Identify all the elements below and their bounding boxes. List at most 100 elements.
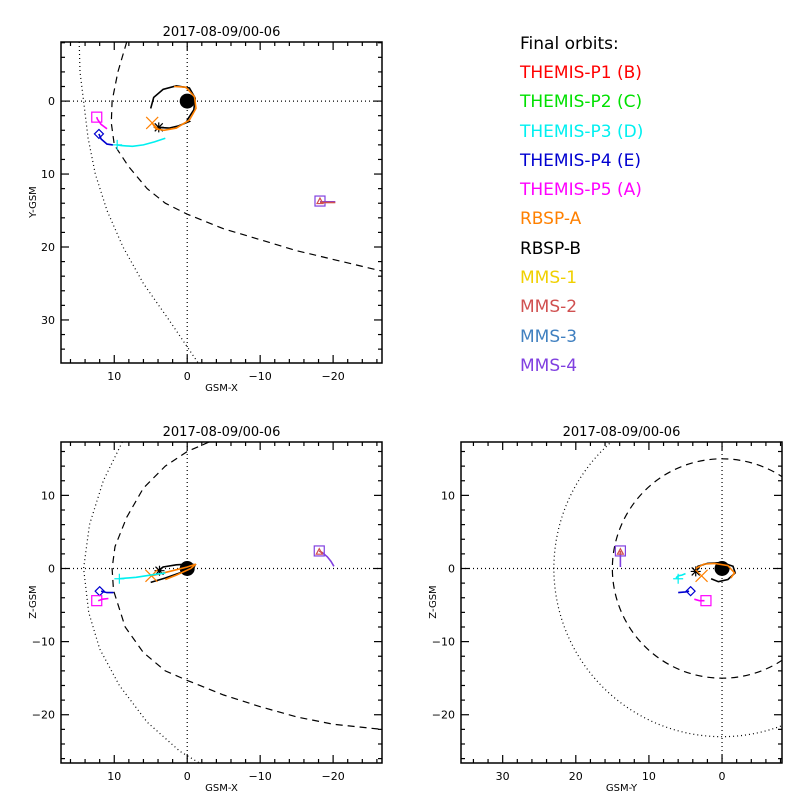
panel-title: 2017-08-09/00-06	[563, 425, 681, 440]
legend-title: Final orbits:	[520, 34, 619, 54]
legend-item: MMS-1	[520, 268, 578, 289]
x-axis-label: GSM-X	[205, 783, 238, 794]
orbit-themis-p3-d	[675, 572, 686, 579]
panel-gsm-x-z: 2017-08-09/00-06 GSM-X Z-GSM 10 0 −10 −20 10…	[28, 425, 383, 794]
marker-asterisk-rbsp-b	[690, 566, 701, 577]
marker-triangle	[315, 547, 324, 555]
x-axis-label: GSM-X	[205, 383, 238, 394]
bow-shock-curve	[82, 442, 201, 763]
marker-triangle-mms-2	[616, 547, 625, 555]
x-tick-label: −10	[249, 370, 272, 383]
marker-x-rbsp-a	[145, 116, 159, 130]
marker-x	[145, 116, 159, 130]
marker-x-rbsp-a	[145, 569, 158, 583]
marker-square	[91, 111, 103, 123]
legend-item: THEMIS-P3 (D)	[520, 121, 644, 142]
x-tick-label: 0	[184, 770, 191, 783]
marker-asterisk	[690, 566, 701, 577]
legend-item: THEMIS-P4 (E)	[520, 150, 641, 171]
magnetopause-curve	[110, 42, 382, 272]
y-axis-label: Y-GSM	[28, 186, 39, 219]
marker-square-themis-p5-a	[700, 595, 712, 607]
x-tick-label: 0	[184, 370, 191, 383]
x-axis-label: GSM-Y	[606, 783, 638, 794]
marker-square-mms-4	[313, 545, 325, 557]
marker-square-themis-p5-a	[91, 595, 103, 607]
orbit-rbsp-a	[151, 85, 197, 132]
y-tick-label: 0	[48, 95, 55, 108]
y-tick-label: 10	[41, 168, 55, 181]
x-tick-label: 20	[569, 770, 583, 783]
legend-item: THEMIS-P1 (B)	[520, 63, 642, 83]
y-tick-label: −20	[432, 709, 455, 722]
marker-square	[614, 545, 627, 557]
y-tick-label: 10	[441, 489, 455, 502]
marker-asterisk	[153, 122, 164, 133]
x-tick-label: 10	[642, 770, 656, 783]
legend: Final orbits: THEMIS-P1 (B) THEMIS-P2 (C)…	[520, 30, 643, 381]
plot-frame	[460, 441, 783, 764]
panel-gsm-x-y: 2017-08-09/00-06 GSM-X Y-GSM 10 0 −10 −20 0 1…	[28, 25, 383, 394]
marker-x	[695, 569, 708, 583]
marker-diamond	[93, 128, 105, 140]
marker-asterisk-rbsp-b	[153, 122, 164, 133]
marker-plus-themis-p3-d	[112, 139, 123, 150]
plot-frame	[60, 441, 383, 764]
panel-gsm-y-z: 2017-08-09/00-06 GSM-Y Z-GSM 30 20 10 0 10 0 −…	[428, 425, 783, 794]
x-tick-label: −20	[322, 370, 345, 383]
plot-area	[61, 442, 382, 763]
x-tick-label: 10	[107, 770, 121, 783]
legend-item: MMS-4	[520, 355, 578, 376]
legend-item: THEMIS-P5 (A)	[520, 180, 642, 201]
orbit-themis-p5-a	[97, 597, 109, 602]
x-tick-label: −20	[322, 770, 345, 783]
marker-square-themis-p5-a	[91, 111, 103, 123]
bow-shock-curve	[553, 442, 782, 738]
earth-disk	[179, 93, 195, 109]
marker-x	[145, 569, 158, 583]
plot-area	[61, 42, 382, 363]
marker-triangle-mms-2	[315, 196, 324, 205]
marker-plus	[673, 573, 684, 584]
marker-plus-themis-p3-d	[114, 573, 125, 584]
marker-square	[700, 595, 712, 607]
x-tick-label: 10	[107, 370, 121, 383]
plot-frame	[60, 41, 383, 364]
y-tick-label: 10	[41, 489, 55, 502]
orbit-rbsp-a	[695, 562, 736, 579]
y-tick-label: 30	[41, 314, 55, 327]
marker-square-mms-4	[314, 195, 326, 207]
marker-plus-themis-p3-d	[673, 573, 684, 584]
y-tick-label: −10	[432, 636, 455, 649]
legend-item: THEMIS-P2 (C)	[520, 92, 643, 113]
y-tick-label: 0	[448, 562, 455, 575]
marker-diamond-themis-p4-e	[685, 585, 696, 597]
legend-item: MMS-3	[520, 326, 578, 347]
bow-shock-curve	[78, 42, 202, 363]
marker-triangle-mms-2	[315, 547, 324, 555]
x-tick-label: 0	[719, 770, 726, 783]
marker-square	[313, 545, 325, 557]
orbit-themis-p3-d	[117, 137, 166, 148]
orbit-themis-p3-d	[119, 572, 166, 580]
orbit-themis-p4-e	[98, 133, 113, 146]
y-tick-label: 0	[48, 562, 55, 575]
marker-x-rbsp-a	[695, 569, 708, 583]
plot-area	[461, 442, 782, 763]
marker-square	[91, 595, 103, 607]
marker-asterisk	[154, 565, 165, 576]
orbit-themis-p5-a	[694, 598, 705, 602]
panel-title: 2017-08-09/00-06	[163, 425, 281, 440]
marker-plus	[112, 139, 123, 150]
orbit-rbsp-b	[149, 84, 197, 129]
marker-triangle	[315, 196, 324, 205]
y-tick-label: −20	[32, 709, 55, 722]
marker-plus	[114, 573, 125, 584]
legend-item: RBSP-B	[520, 238, 582, 259]
y-axis-label: Z-GSM	[28, 585, 39, 618]
marker-square	[314, 195, 326, 207]
marker-square-mms-4	[614, 545, 627, 557]
marker-triangle	[616, 547, 625, 555]
legend-item: RBSP-A	[520, 209, 582, 230]
